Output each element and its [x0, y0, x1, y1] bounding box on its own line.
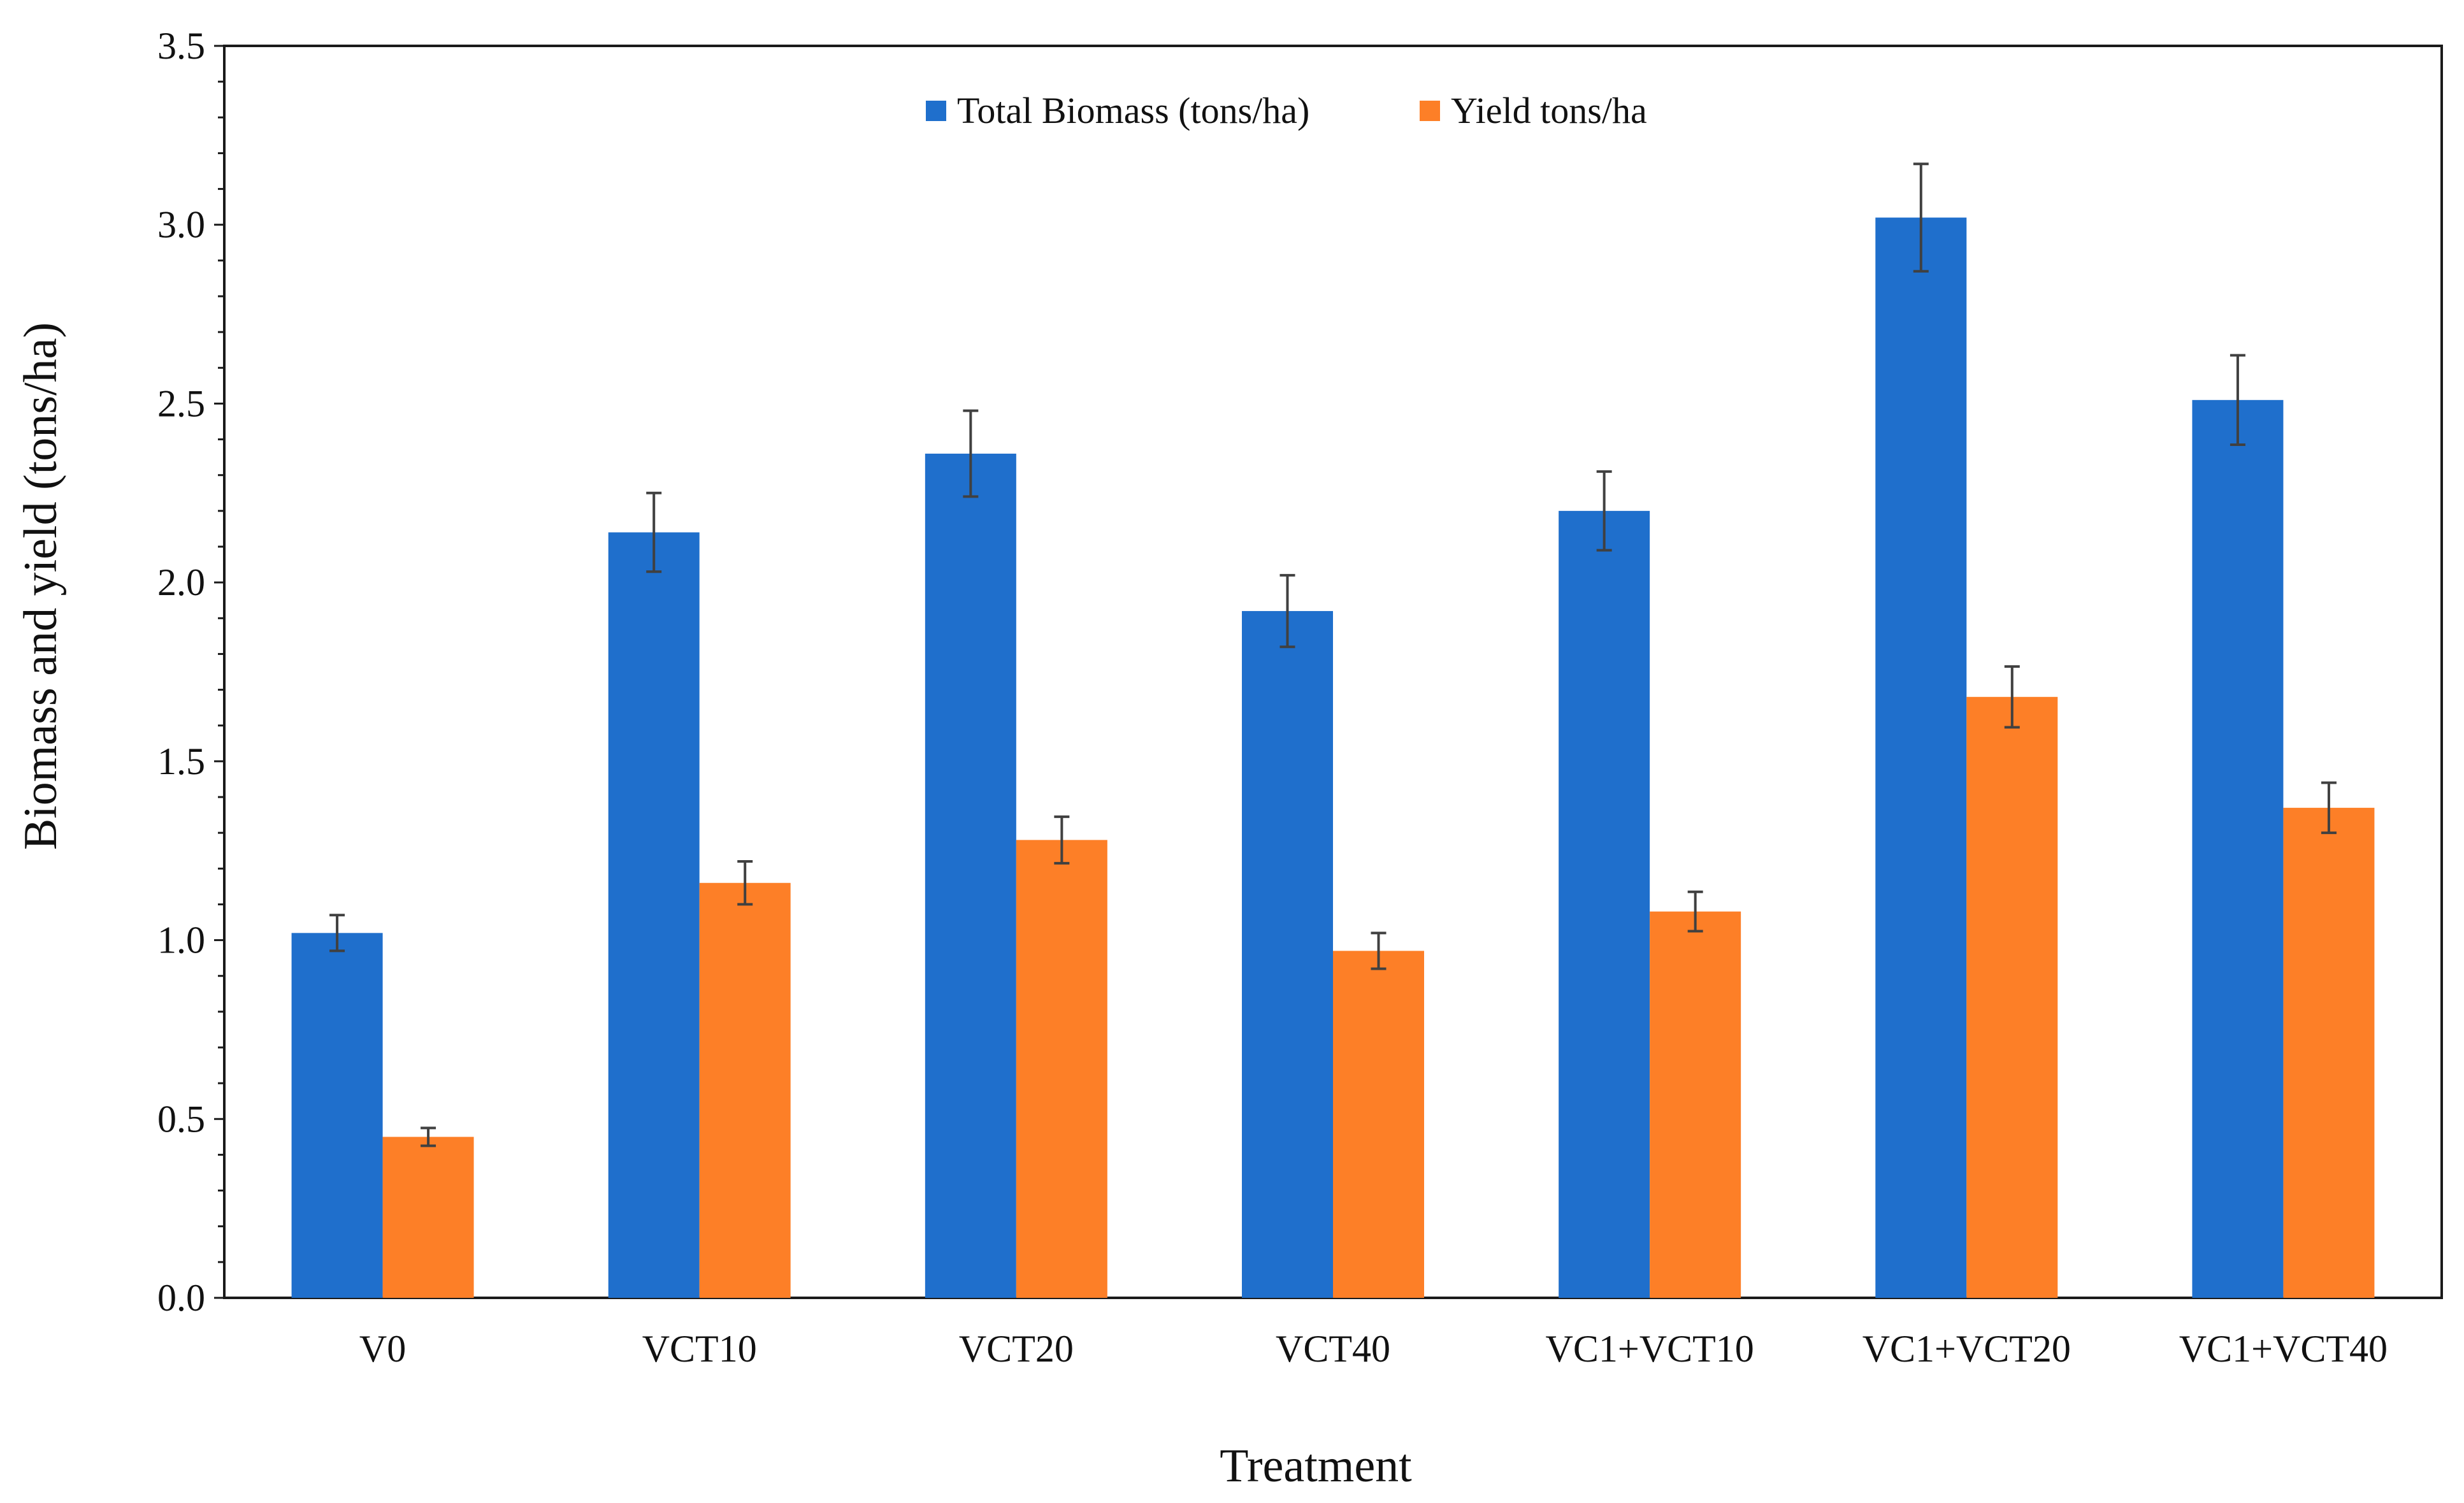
x-category-label: VCT40: [1276, 1328, 1390, 1370]
bar-yield-vc1-vct20: [1966, 696, 2058, 1298]
y-tick-label: 3.5: [157, 25, 205, 67]
bar-total-biomass-vc1-vct10: [1559, 510, 1650, 1298]
error-bar: [2004, 665, 2020, 729]
y-tick-label: 3.0: [157, 204, 205, 246]
error-bar: [1913, 162, 1929, 273]
legend: Total Biomass (tons/ha) Yield tons/ha: [926, 90, 1647, 131]
y-axis-tick-labels: 0.0 0.5 1.0 1.5 2.0 2.5 3.0 3.5: [157, 25, 205, 1319]
error-bar: [2321, 781, 2337, 835]
bar-yield-vct10: [699, 882, 791, 1298]
y-tick-label: 1.5: [157, 740, 205, 782]
error-bar: [1687, 890, 1703, 933]
legend-swatch-yield: [1420, 101, 1440, 121]
x-category-label: VCT10: [642, 1328, 757, 1370]
bar-yield-v0: [382, 1137, 474, 1298]
y-tick-label: 2.5: [157, 382, 205, 424]
error-bar: [737, 860, 753, 906]
error-bar: [646, 491, 662, 573]
error-bar: [963, 409, 979, 498]
y-axis-title: Biomass and yield (tons/ha): [15, 322, 67, 850]
x-category-label: V0: [359, 1328, 406, 1370]
bars: [291, 217, 2375, 1298]
bar-yield-vc1-vct40: [2283, 807, 2375, 1298]
x-category-label: VC1+VCT40: [2179, 1328, 2388, 1370]
y-tick-label: 1.0: [157, 919, 205, 961]
error-bar: [1054, 815, 1070, 865]
error-bar: [1279, 573, 1295, 649]
y-tick-label: 0.5: [157, 1098, 205, 1140]
legend-swatch-total-biomass: [926, 101, 946, 121]
bar-total-biomass-vct10: [608, 532, 700, 1298]
bar-yield-vct20: [1016, 840, 1107, 1298]
error-bars: [329, 162, 2337, 1147]
bar-total-biomass-v0: [291, 933, 383, 1298]
x-category-label: VCT20: [959, 1328, 1074, 1370]
y-tick-label: 2.0: [157, 561, 205, 603]
bar-yield-vct40: [1333, 951, 1424, 1298]
x-axis-category-labels: V0 VCT10 VCT20 VCT40 VC1+VCT10 VC1+VCT20 VC1+V…: [359, 1328, 2388, 1370]
bar-total-biomass-vct20: [925, 454, 1016, 1298]
y-tick-label: 0.0: [157, 1277, 205, 1319]
bar-total-biomass-vct40: [1242, 611, 1333, 1298]
error-bar: [1371, 931, 1387, 970]
x-category-label: VC1+VCT20: [1862, 1328, 2071, 1370]
error-bar: [1596, 470, 1612, 552]
y-axis-ticks: [214, 45, 224, 1299]
x-category-label: VC1+VCT10: [1546, 1328, 1754, 1370]
bar-total-biomass-vc1-vct20: [1875, 217, 1967, 1298]
error-bar: [421, 1126, 436, 1147]
error-bar: [329, 914, 345, 953]
legend-label-yield: Yield tons/ha: [1451, 90, 1647, 131]
bar-total-biomass-vc1-vct40: [2192, 399, 2284, 1298]
x-axis-title: Treatment: [1220, 1440, 1412, 1492]
legend-label-total-biomass: Total Biomass (tons/ha): [957, 90, 1309, 131]
error-bar: [2230, 354, 2245, 446]
bar-yield-vc1-vct10: [1650, 911, 1741, 1298]
